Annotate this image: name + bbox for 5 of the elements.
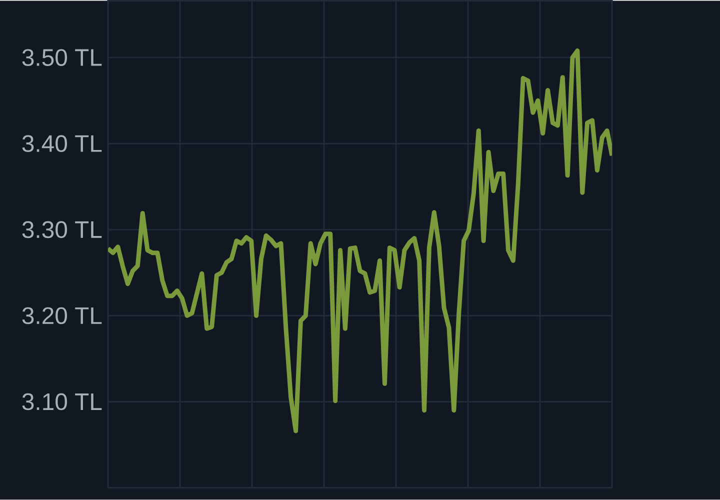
y-tick-label: 3.50 TL	[22, 49, 102, 66]
y-tick-label: 3.10 TL	[22, 393, 102, 410]
y-tick-label: 3.40 TL	[22, 135, 102, 152]
y-tick-label: 3.30 TL	[22, 221, 102, 238]
y-tick-label: 3.20 TL	[22, 307, 102, 324]
